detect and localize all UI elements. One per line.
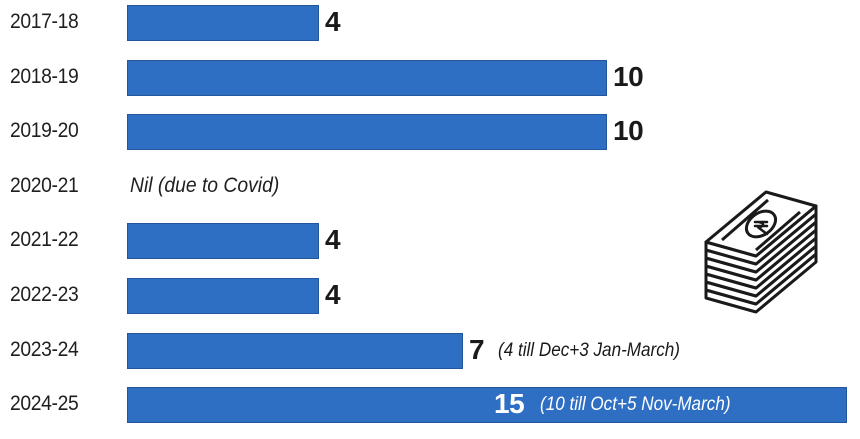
bar	[127, 387, 847, 424]
money-stack-icon	[704, 190, 818, 314]
category-label: 2022-23	[10, 283, 79, 306]
value-label: 10	[613, 60, 644, 92]
category-label: 2024-25	[10, 392, 79, 416]
bar	[127, 5, 319, 41]
category-label: 2023-24	[10, 337, 79, 361]
value-label: 4	[325, 279, 341, 310]
bar	[127, 59, 607, 96]
nil-note: Nil (due to Covid)	[130, 173, 280, 197]
category-label: 2017-18	[10, 10, 79, 33]
category-label: 2021-22	[10, 228, 79, 252]
bar	[127, 278, 319, 314]
category-label: 2019-20	[10, 119, 79, 143]
value-label: 4	[325, 6, 341, 37]
value-note: (4 till Dec+3 Jan-March)	[498, 339, 680, 361]
bar	[127, 114, 607, 151]
category-label: 2020-21	[10, 173, 79, 197]
value-label: 10	[613, 115, 644, 147]
value-label: 4	[325, 224, 341, 256]
bar	[127, 332, 463, 369]
value-note: (10 till Oct+5 Nov-March)	[540, 394, 731, 416]
value-label: 15	[494, 388, 525, 420]
category-label: 2018-19	[10, 64, 79, 88]
bar	[127, 223, 319, 260]
value-label: 7	[469, 333, 485, 365]
